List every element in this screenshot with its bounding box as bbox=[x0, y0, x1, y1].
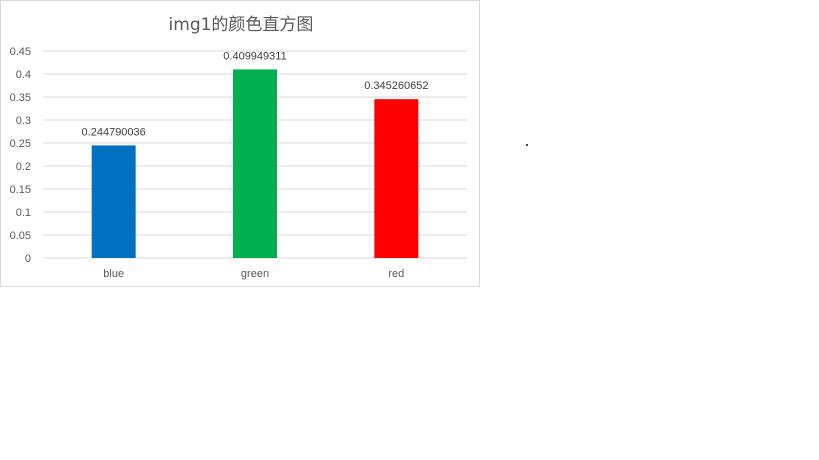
y-tick-label: 0.05 bbox=[10, 230, 31, 242]
x-axis-ticks: blue green red bbox=[103, 268, 404, 280]
data-label-green: 0.409949311 bbox=[223, 50, 286, 62]
y-tick-label: 0.35 bbox=[10, 92, 31, 104]
data-labels: 0.244790036 0.409949311 0.345260652 bbox=[82, 50, 429, 138]
chart-title: img1的颜色直方图 bbox=[169, 15, 314, 35]
chart-container: img1的颜色直方图 0 0.05 0.1 0.15 0.2 0.25 0.3 0.35 0.4… bbox=[0, 0, 480, 287]
y-tick-label: 0.45 bbox=[10, 46, 31, 58]
bar-chart: img1的颜色直方图 0 0.05 0.1 0.15 0.2 0.25 0.3 0.35 0.4… bbox=[10, 15, 467, 280]
x-tick-label-blue: blue bbox=[103, 268, 124, 280]
bar-green bbox=[233, 69, 277, 259]
y-tick-label: 0 bbox=[25, 253, 31, 265]
y-tick-label: 0.1 bbox=[16, 207, 31, 219]
y-tick-label: 0.2 bbox=[16, 161, 31, 173]
x-tick-label-red: red bbox=[388, 268, 404, 280]
y-tick-label: 0.3 bbox=[16, 115, 31, 127]
data-label-red: 0.345260652 bbox=[364, 80, 428, 92]
data-label-blue: 0.244790036 bbox=[82, 126, 146, 138]
bars bbox=[91, 69, 419, 259]
bar-blue bbox=[91, 145, 136, 258]
y-tick-label: 0.15 bbox=[10, 184, 31, 196]
y-tick-label: 0.4 bbox=[16, 69, 31, 81]
y-tick-label: 0.25 bbox=[10, 138, 31, 150]
stray-dot bbox=[526, 144, 528, 146]
x-tick-label-green: green bbox=[241, 268, 269, 280]
bar-red bbox=[374, 99, 419, 258]
y-axis-ticks: 0 0.05 0.1 0.15 0.2 0.25 0.3 0.35 0.4 0.45 bbox=[10, 46, 31, 265]
